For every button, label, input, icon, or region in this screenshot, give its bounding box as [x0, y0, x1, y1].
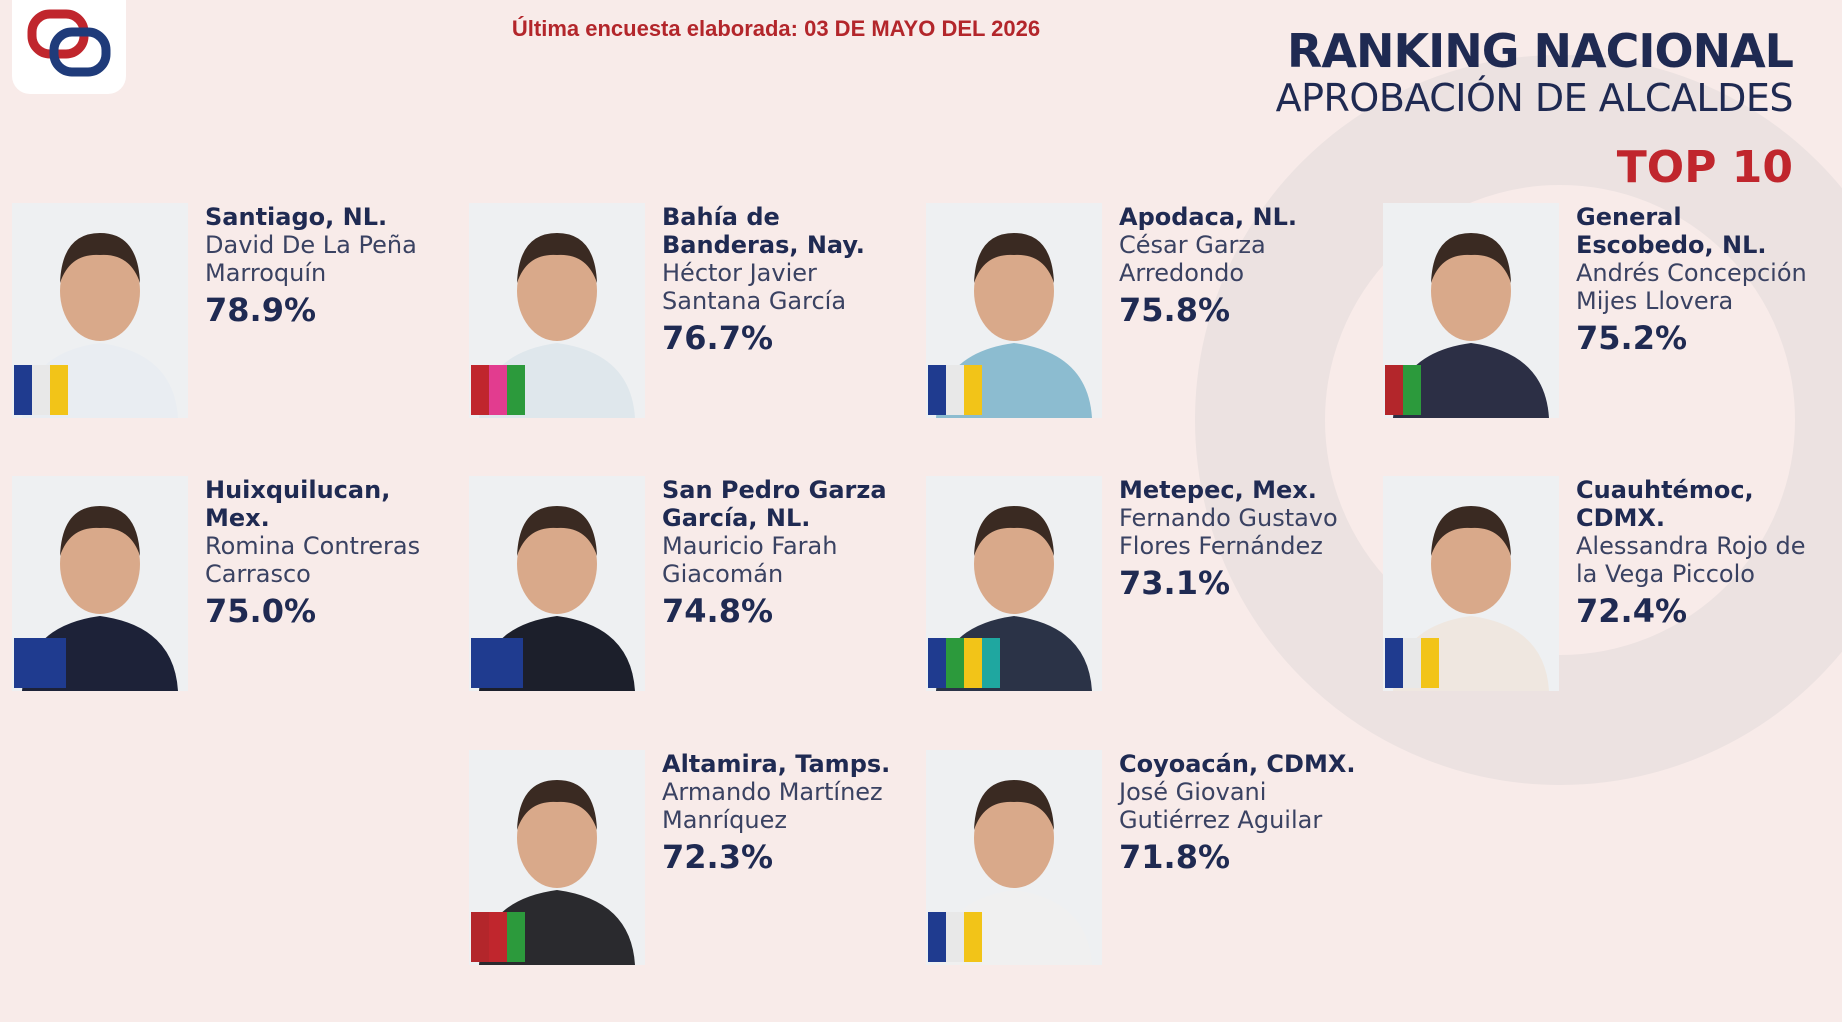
candidate-photo	[1383, 203, 1559, 418]
survey-date: Última encuesta elaborada: 03 DE MAYO DE…	[511, 16, 1041, 41]
location: Altamira, Tamps.	[662, 750, 891, 778]
logo-icon	[27, 9, 111, 77]
candidate-photo	[1383, 476, 1559, 691]
location: San Pedro Garza García, NL.	[662, 476, 887, 532]
candidate-info: San Pedro Garza García, NL. Mauricio Fara…	[662, 476, 902, 630]
candidate-info: General Escobedo, NL. Andrés Concepción M…	[1576, 203, 1816, 357]
candidate-card: Cuauhtémoc, CDMX. Alessandra Rojo de la V…	[1383, 476, 1823, 696]
candidate-card: San Pedro Garza García, NL. Mauricio Fara…	[469, 476, 909, 696]
title: RANKING NACIONAL	[1286, 24, 1794, 78]
location: Huixquilucan, Mex.	[205, 476, 391, 532]
candidate-name: David De La Peña Marroquín	[205, 231, 417, 287]
candidate-name: José Giovani Gutiérrez Aguilar	[1119, 778, 1323, 834]
candidate-card: Coyoacán, CDMX. José Giovani Gutiérrez Ag…	[926, 750, 1366, 970]
approval: 72.4%	[1576, 592, 1688, 630]
candidate-name: Andrés Concepción Mijes Llovera	[1576, 259, 1807, 315]
top-badge: TOP 10	[1616, 142, 1793, 193]
candidate-photo	[926, 203, 1102, 418]
candidate-card: Bahía de Banderas, Nay. Héctor Javier San…	[469, 203, 909, 423]
candidate-info: Santiago, NL. David De La Peña Marroquín 7…	[205, 203, 445, 329]
location: Coyoacán, CDMX.	[1119, 750, 1356, 778]
approval: 75.0%	[205, 592, 317, 630]
approval: 78.9%	[205, 291, 317, 329]
candidate-photo	[926, 476, 1102, 691]
candidate-card: Huixquilucan, Mex. Romina Contreras Carra…	[12, 476, 452, 696]
location: Santiago, NL.	[205, 203, 388, 231]
candidate-name: Alessandra Rojo de la Vega Piccolo	[1576, 532, 1806, 588]
approval: 76.7%	[662, 319, 774, 357]
approval: 73.1%	[1119, 564, 1231, 602]
candidate-card: General Escobedo, NL. Andrés Concepción M…	[1383, 203, 1823, 423]
candidate-info: Coyoacán, CDMX. José Giovani Gutiérrez Ag…	[1119, 750, 1359, 876]
candidate-name: Romina Contreras Carrasco	[205, 532, 421, 588]
candidate-card: Metepec, Mex. Fernando Gustavo Flores Fer…	[926, 476, 1366, 696]
candidate-info: Apodaca, NL. César Garza Arredondo 75.8%	[1119, 203, 1359, 329]
location: Metepec, Mex.	[1119, 476, 1317, 504]
approval: 71.8%	[1119, 838, 1231, 876]
candidate-photo	[926, 750, 1102, 965]
candidate-photo	[12, 203, 188, 418]
candidate-info: Cuauhtémoc, CDMX. Alessandra Rojo de la V…	[1576, 476, 1816, 630]
candidate-photo	[12, 476, 188, 691]
location: Apodaca, NL.	[1119, 203, 1298, 231]
approval: 72.3%	[662, 838, 774, 876]
candidate-info: Bahía de Banderas, Nay. Héctor Javier San…	[662, 203, 902, 357]
location: Cuauhtémoc, CDMX.	[1576, 476, 1754, 532]
approval: 75.8%	[1119, 291, 1231, 329]
location: General Escobedo, NL.	[1576, 203, 1767, 259]
brand-logo	[12, 0, 126, 94]
candidate-info: Huixquilucan, Mex. Romina Contreras Carra…	[205, 476, 445, 630]
candidate-name: Mauricio Farah Giacomán	[662, 532, 838, 588]
candidate-name: Héctor Javier Santana García	[662, 259, 847, 315]
candidate-info: Altamira, Tamps. Armando Martínez Manríqu…	[662, 750, 902, 876]
approval: 75.2%	[1576, 319, 1688, 357]
candidate-name: Armando Martínez Manríquez	[662, 778, 883, 834]
watermark	[1195, 55, 1842, 785]
candidate-photo	[469, 750, 645, 965]
candidate-card: Altamira, Tamps. Armando Martínez Manríqu…	[469, 750, 909, 970]
candidate-name: César Garza Arredondo	[1119, 231, 1266, 287]
subtitle: APROBACIÓN DE ALCALDES	[1275, 76, 1794, 120]
candidate-photo	[469, 476, 645, 691]
location: Bahía de Banderas, Nay.	[662, 203, 865, 259]
candidate-name: Fernando Gustavo Flores Fernández	[1119, 504, 1338, 560]
approval: 74.8%	[662, 592, 774, 630]
candidate-photo	[469, 203, 645, 418]
candidate-card: Santiago, NL. David De La Peña Marroquín 7…	[12, 203, 452, 423]
candidate-info: Metepec, Mex. Fernando Gustavo Flores Fer…	[1119, 476, 1359, 602]
candidate-card: Apodaca, NL. César Garza Arredondo 75.8%	[926, 203, 1366, 423]
